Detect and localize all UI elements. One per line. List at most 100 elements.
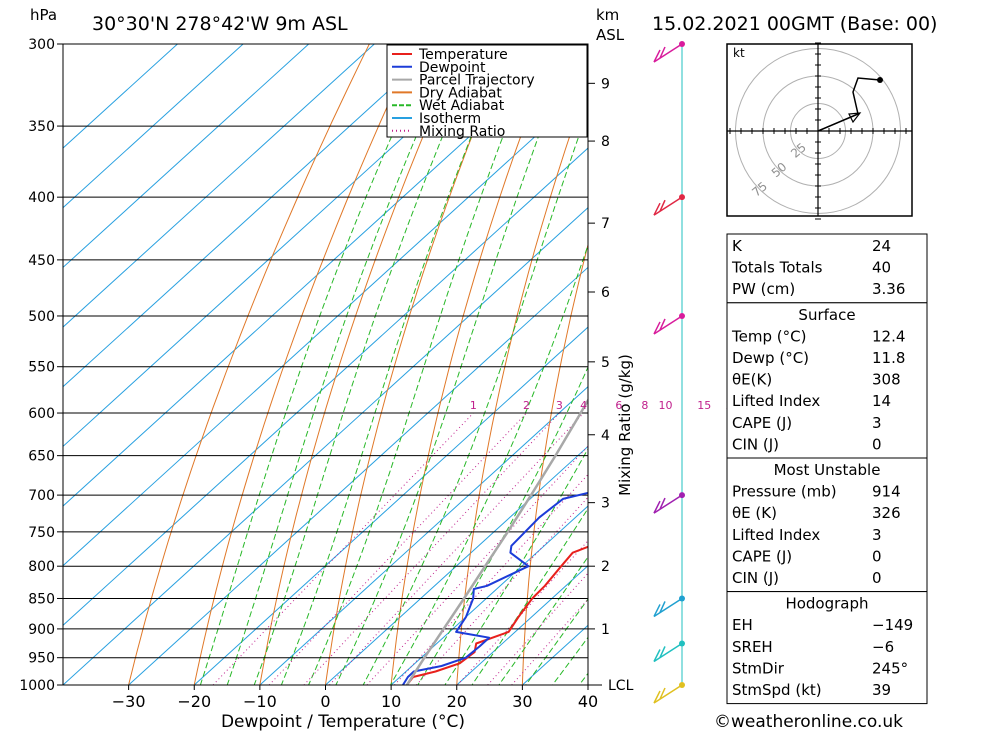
table-row-value: 3: [872, 414, 882, 432]
pressure-axis: 300 350 400 450 500 550 600 650 700 750 800 850 900 9…: [19, 37, 63, 694]
storm-motion-arrowhead: [848, 112, 862, 124]
wind-barb-shaft: [653, 642, 683, 663]
hodograph-table: Hodograph EH −149 SREH −6 StmDir 245° StmSpd (k…: [726, 591, 928, 705]
table-row-value: −6: [872, 638, 894, 656]
legend-box: [386, 44, 588, 138]
dewpoint-line: [402, 491, 588, 685]
table-row-label: Pressure (mb): [732, 483, 837, 501]
isotherm-line: [63, 44, 441, 388]
pressure-tick-label: 300: [28, 37, 55, 53]
table-row-value: 308: [872, 371, 901, 389]
legend-entry: Dry Adiabat: [419, 85, 502, 101]
wet-adiabat-line: [362, 108, 588, 685]
dry-adiabat-line: [456, 81, 588, 685]
temperature-tick-label: −20: [177, 692, 211, 711]
wind-barb: [653, 43, 683, 63]
location-title: 30°30'N 278°42'W 9m ASL: [92, 13, 348, 35]
table-row-label: θE (K): [732, 504, 777, 522]
wind-barb-flag: [653, 500, 661, 514]
mixing-ratio-label: 3: [556, 399, 563, 412]
table-row-label: EH: [732, 616, 753, 634]
height-tick-label: 1: [601, 622, 610, 638]
wind-barb-shaft: [653, 684, 683, 704]
table-title: Hodograph: [785, 595, 868, 613]
indices-general-table: K 24 Totals Totals 40 PW (cm) 3.36: [726, 233, 928, 304]
legend-entry: Mixing Ratio: [419, 124, 505, 140]
wind-barb: [653, 597, 683, 618]
legend-entry: Isotherm: [419, 111, 481, 127]
wind-barb-flag: [653, 202, 661, 216]
isotherm-line: [63, 44, 376, 328]
isotherm-line: [390, 505, 588, 685]
mixing-ratio-line: [268, 412, 527, 685]
pressure-tick-label: 550: [28, 360, 55, 376]
table-row-label: Temp (°C): [731, 327, 806, 345]
pressure-tick-label: 750: [28, 525, 55, 541]
pressure-tick-label: 650: [28, 449, 55, 465]
mixing-ratio-label: 10: [659, 399, 673, 412]
isotherm-line: [324, 445, 588, 685]
mixing-ratio-label: 8: [641, 399, 648, 412]
height-tick-label: 6: [601, 285, 610, 301]
wind-barb-shaft: [653, 597, 683, 618]
pressure-tick-label: 950: [28, 651, 55, 667]
storm-motion-vector: [817, 113, 859, 132]
wet-adiabat-line: [444, 447, 588, 685]
table-row-label: CIN (J): [732, 569, 779, 587]
height-tick-label: 8: [601, 134, 610, 150]
temperature-tick-label: 10: [381, 692, 401, 711]
height-tick-label: 4: [601, 428, 610, 444]
wind-barb-flag: [653, 321, 661, 335]
wind-barb: [653, 494, 683, 514]
legend-entry: Temperature: [418, 47, 508, 63]
wet-adiabat-line: [525, 598, 588, 685]
pressure-tick-label: 350: [28, 119, 55, 135]
asl-unit-label: ASL: [596, 26, 625, 44]
wet-adiabat-line: [280, 44, 510, 685]
dry-adiabat-line: [390, 44, 557, 685]
height-tick-label: 3: [601, 496, 610, 512]
table-row-label: CAPE (J): [732, 547, 792, 565]
wind-barb-flag: [659, 646, 666, 658]
copyright-text: ©weatheronline.co.uk: [714, 712, 903, 732]
wind-profile: [653, 41, 685, 704]
table-frame: [726, 233, 928, 304]
wind-barb-flag: [653, 649, 661, 662]
isotherm-lines: [63, 44, 588, 685]
table-row-label: K: [732, 237, 743, 255]
table-row-value: 24: [872, 237, 891, 255]
isotherm-line: [259, 386, 588, 685]
mixing-ratio-line: [303, 412, 560, 685]
table-row-value: 39: [872, 681, 891, 699]
pressure-tick-label: 1000: [19, 678, 55, 694]
wind-barb-shaft: [653, 196, 683, 216]
table-row-label: CAPE (J): [732, 414, 792, 432]
isotherm-line: [63, 44, 244, 209]
temperature-tick-label: −10: [243, 692, 277, 711]
height-tick-label: 2: [601, 559, 610, 575]
table-row-label: SREH: [732, 638, 773, 656]
hodograph-unit-label: kt: [733, 46, 745, 60]
pressure-tick-label: 600: [28, 406, 55, 422]
table-row-value: 0: [872, 435, 882, 453]
table-row-value: 326: [872, 504, 901, 522]
isotherm-line: [63, 44, 179, 149]
wind-barb-flag: [659, 497, 666, 510]
dry-adiabat-lines: [128, 44, 588, 685]
wet-adiabat-line: [551, 636, 588, 685]
temperature-line: [406, 545, 588, 685]
wet-adiabat-lines: [199, 44, 588, 685]
temperature-tick-label: 20: [447, 692, 467, 711]
x-axis-title: Dewpoint / Temperature (°C): [221, 712, 465, 732]
table-row-label: Totals Totals: [731, 259, 823, 277]
datetime-title: 15.02.2021 00GMT (Base: 00): [652, 13, 937, 35]
pressure-tick-label: 450: [28, 253, 55, 269]
table-title: Most Unstable: [774, 461, 881, 479]
table-row-value: 0: [872, 547, 882, 565]
table-row-value: 40: [872, 259, 891, 277]
pressure-level-lines: [63, 43, 588, 686]
sounding-profiles: [402, 397, 588, 685]
